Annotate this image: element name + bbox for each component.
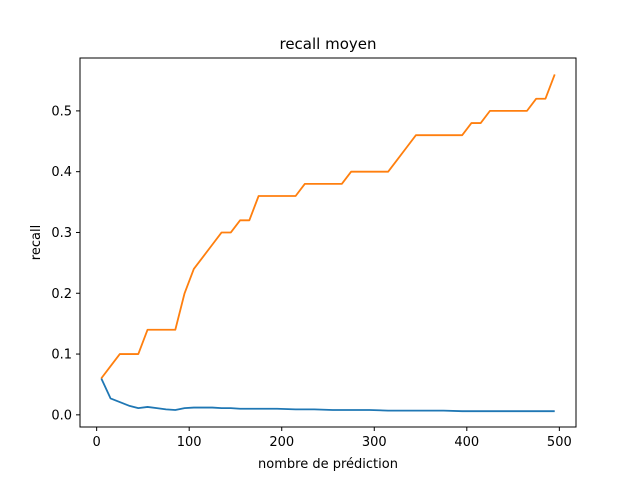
chart-title: recall moyen xyxy=(279,35,376,53)
y-tick-label: 0.0 xyxy=(51,408,72,423)
series-line-1 xyxy=(100,377,555,413)
x-tick-label: 100 xyxy=(177,435,202,450)
y-tick-label: 0.4 xyxy=(51,165,72,180)
series-line-2 xyxy=(100,74,556,379)
x-axis: 0 100 200 300 400 500 xyxy=(93,427,572,450)
series-layer xyxy=(100,74,556,413)
y-axis-label: recall xyxy=(29,225,44,260)
x-tick-label: 500 xyxy=(547,435,572,450)
x-tick-label: 0 xyxy=(93,435,101,450)
y-tick-label: 0.1 xyxy=(51,348,72,363)
x-tick-label: 300 xyxy=(362,435,387,450)
x-axis-label: nombre de prédiction xyxy=(258,457,398,472)
y-tick-label: 0.5 xyxy=(51,104,72,119)
x-tick-label: 200 xyxy=(269,435,294,450)
y-tick-label: 0.3 xyxy=(51,226,72,241)
plot-frame xyxy=(79,57,577,428)
y-tick-label: 0.2 xyxy=(51,287,72,302)
x-tick-label: 400 xyxy=(454,435,479,450)
y-axis: 0.0 0.1 0.2 0.3 0.4 0.5 xyxy=(51,104,80,423)
